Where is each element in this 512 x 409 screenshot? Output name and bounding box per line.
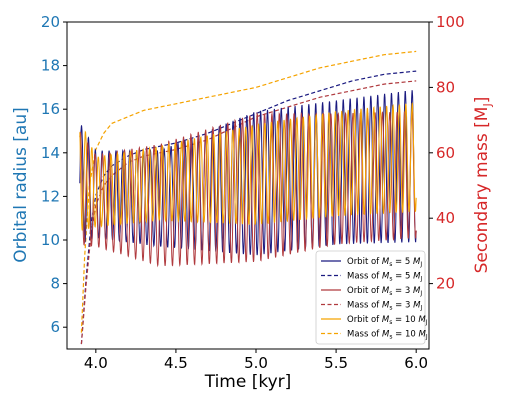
y-axis-right-title: Secondary mass [MJ] [472, 97, 494, 274]
y-right-tick-label: 100 [436, 13, 465, 31]
y-right-tick-label: 20 [436, 275, 455, 293]
y-left-tick-label: 18 [41, 57, 60, 75]
x-tick-label: 4.5 [164, 354, 188, 372]
x-tick-label: 5.0 [244, 354, 268, 372]
y-left-tick-label: 10 [41, 231, 60, 249]
y-left-tick-label: 16 [41, 100, 60, 118]
axis-ticks: 4.0 4.5 5.0 5.5 6.0 6 8 10 12 14 16 18 20 20 40 60 80 100 [41, 13, 465, 372]
plot-frame [66, 21, 430, 350]
legend-label: Orbit of Ms = 3 MJ [347, 286, 422, 297]
y-left-tick-label: 6 [50, 318, 60, 336]
orbit-series-layer [79, 90, 417, 268]
x-tick-label: 5.5 [324, 354, 348, 372]
mass-line-3mj [80, 80, 417, 345]
legend-label: Mass of Ms = 3 MJ [347, 301, 422, 312]
y-axis-right-title-end: ] [472, 97, 492, 104]
y-left-tick-label: 8 [50, 275, 60, 293]
y-left-tick-label: 14 [41, 144, 60, 162]
y-axis-right-title-main: Secondary mass [M [472, 107, 492, 274]
x-tick-label: 4.0 [84, 354, 108, 372]
y-right-tick-label: 80 [436, 78, 455, 96]
orbit-line-10mj [79, 102, 417, 231]
mass-line-5mj [80, 70, 417, 345]
y-left-tick-label: 20 [41, 13, 60, 31]
y-axis-left-title: Orbital radius [au] [11, 107, 31, 263]
legend-label: Orbit of Ms = 5 MJ [347, 257, 422, 268]
legend-label: Mass of Ms = 5 MJ [347, 272, 422, 283]
x-axis-title: Time [kyr] [204, 372, 292, 392]
y-left-tick-label: 12 [41, 187, 60, 205]
legend-box [315, 250, 426, 345]
y-right-tick-label: 60 [436, 144, 455, 162]
legend: Orbit of Ms = 5 MJ Mass of Ms = 5 MJ Orbit… [315, 250, 428, 345]
y-axis-right-title-sub: J [481, 103, 494, 107]
y-right-tick-label: 40 [436, 209, 455, 227]
legend-label: Mass of Ms = 10 MJ [347, 330, 428, 341]
x-tick-label: 6.0 [404, 354, 428, 372]
legend-label: Orbit of Ms = 10 MJ [347, 315, 428, 326]
